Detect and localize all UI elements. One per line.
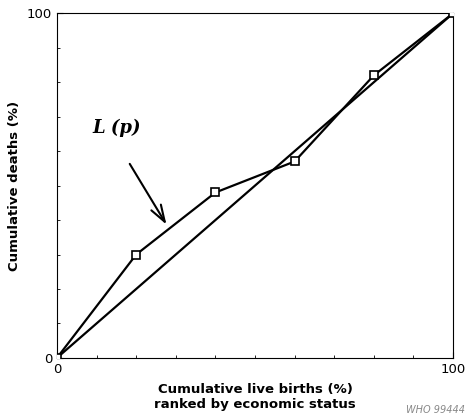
X-axis label: Cumulative live births (%)
ranked by economic status: Cumulative live births (%) ranked by eco… xyxy=(154,383,356,411)
Text: WHO 99444: WHO 99444 xyxy=(406,405,465,415)
Text: L (p): L (p) xyxy=(92,119,141,137)
Y-axis label: Cumulative deaths (%): Cumulative deaths (%) xyxy=(9,101,21,271)
